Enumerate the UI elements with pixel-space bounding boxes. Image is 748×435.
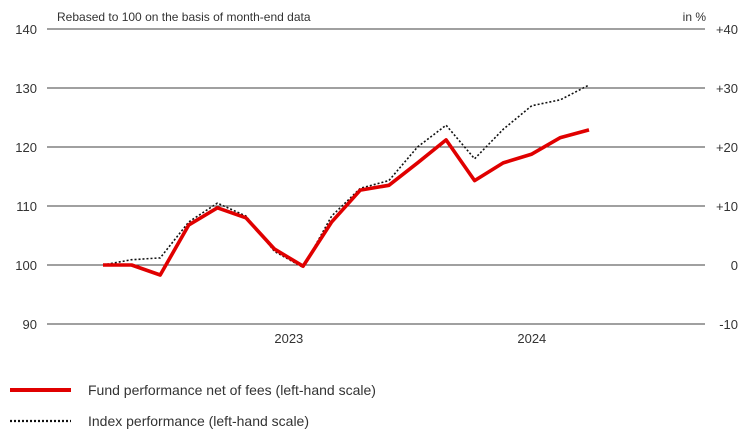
grid xyxy=(47,28,705,325)
x-axis: 2023 2024 xyxy=(274,331,546,346)
y-left-tick-label: 120 xyxy=(15,140,37,155)
y-axis-right: -10 0 +10 +20 +30 +40 xyxy=(716,22,738,332)
y-right-tick-label: 0 xyxy=(731,258,738,273)
right-axis-unit: in % xyxy=(683,10,707,24)
x-tick-label: 2023 xyxy=(274,331,303,346)
y-left-tick-label: 90 xyxy=(23,317,37,332)
legend-label: Index performance (left-hand scale) xyxy=(88,413,309,429)
series-lines xyxy=(102,84,590,277)
legend-label: Fund performance net of fees (left-hand … xyxy=(88,382,376,398)
y-right-tick-label: +20 xyxy=(716,140,738,155)
index-performance-line xyxy=(102,84,590,269)
y-right-tick-label: +40 xyxy=(716,22,738,37)
y-left-tick-label: 100 xyxy=(15,258,37,273)
y-right-tick-label: -10 xyxy=(719,317,738,332)
legend: Fund performance net of fees (left-hand … xyxy=(10,382,376,429)
fund-performance-line xyxy=(103,128,590,277)
y-left-tick-label: 110 xyxy=(16,199,37,214)
y-right-tick-label: +10 xyxy=(716,199,738,214)
x-tick-label: 2024 xyxy=(517,331,546,346)
y-left-tick-label: 130 xyxy=(15,81,37,96)
chart-subtitle: Rebased to 100 on the basis of month-end… xyxy=(57,10,311,24)
y-right-tick-label: +30 xyxy=(716,81,738,96)
y-left-tick-label: 140 xyxy=(15,22,37,37)
y-axis-left: 90 100 110 120 130 140 xyxy=(15,22,37,332)
